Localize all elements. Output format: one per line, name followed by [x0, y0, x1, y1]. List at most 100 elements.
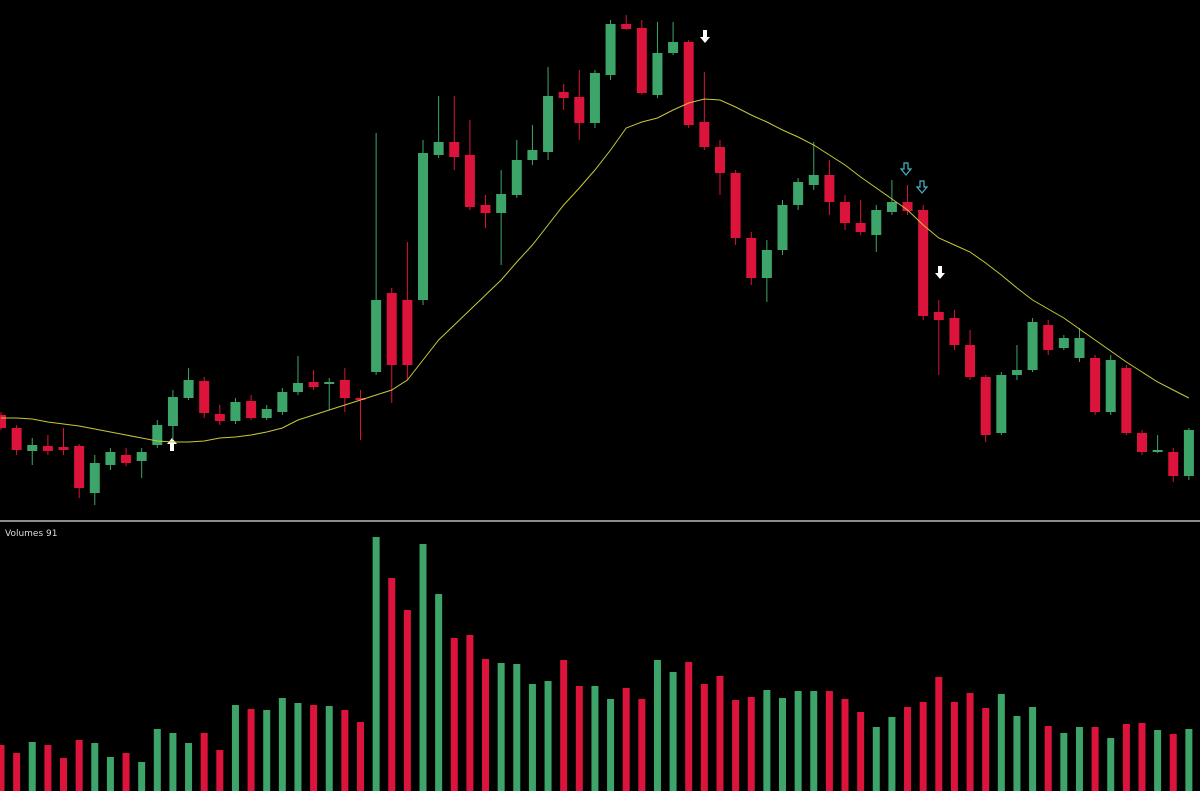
volume-bar [169, 733, 177, 791]
candle-body [89, 463, 100, 493]
volume-bar [950, 702, 958, 791]
volume-bar [1169, 734, 1177, 791]
candle-body [793, 182, 804, 205]
volume-bar [1185, 729, 1193, 791]
volume-bar [247, 709, 255, 791]
candle-body [621, 24, 632, 29]
candle-body [0, 415, 6, 428]
candle-body [58, 447, 69, 450]
candle-body [105, 452, 116, 465]
volume-bar [560, 660, 568, 791]
volume-bar [138, 762, 146, 791]
candle-body [230, 402, 241, 421]
candle-body [652, 53, 663, 95]
buy-arrow [167, 438, 177, 451]
volume-bar [841, 699, 849, 791]
volume-bar [13, 753, 21, 791]
candle-body [636, 28, 647, 93]
candle-body [855, 223, 866, 232]
volume-bar [638, 699, 646, 791]
candle-body [496, 194, 507, 213]
volume-bar [904, 707, 912, 791]
candle-body [1168, 452, 1179, 476]
candle-body [746, 238, 757, 278]
candle-body [699, 122, 710, 147]
volume-bar [91, 743, 99, 791]
volume-bar [872, 727, 880, 791]
candle-body [480, 205, 491, 213]
volume-bar [919, 702, 927, 791]
candle-body [1058, 338, 1069, 348]
signal-arrows [167, 30, 945, 451]
volume-bar [544, 681, 552, 791]
candle-body [152, 425, 163, 445]
candle-body [808, 175, 819, 185]
candle-body [402, 300, 413, 365]
candle-body [777, 205, 788, 250]
volume-bar [44, 745, 52, 791]
volume-bar [1091, 727, 1099, 791]
volume-bar [1154, 730, 1162, 791]
volume-bar [732, 700, 740, 791]
volume-bar [435, 594, 443, 791]
candle-body [1043, 325, 1054, 350]
volume-bar [497, 663, 505, 791]
candle-body [965, 345, 976, 377]
volume-bar [685, 662, 693, 791]
volume-bar [294, 703, 302, 791]
volume-bar [1122, 724, 1130, 791]
volume-bar [982, 708, 990, 791]
candle-body [167, 397, 178, 426]
volume-bar [153, 729, 161, 791]
volume-bar [966, 693, 974, 791]
volume-bar [747, 697, 755, 791]
signal-arrows-hollow [899, 162, 929, 194]
volume-bar [857, 712, 865, 791]
candle-body [339, 380, 350, 398]
volume-bar [1138, 723, 1146, 791]
candle-body [1074, 338, 1085, 358]
volume-bar [75, 740, 83, 791]
volume-bar [575, 686, 583, 791]
volume-bar [1107, 738, 1115, 791]
volume-bar [1029, 707, 1037, 791]
candle-body [183, 380, 194, 398]
volume-bar [997, 694, 1005, 791]
candle-body [1011, 370, 1022, 375]
sell-arrow-hollow [899, 162, 913, 176]
candle-body [1152, 450, 1163, 452]
candle-body [386, 293, 397, 365]
sell-arrow [700, 30, 710, 43]
volume-bar [356, 722, 364, 791]
volume-bar [106, 757, 114, 791]
volume-bar [28, 742, 36, 791]
candle-body [840, 202, 851, 223]
volume-bar [450, 638, 458, 791]
candle-body [761, 250, 772, 278]
candle-body [464, 155, 475, 207]
volume-bar [1075, 727, 1083, 791]
candle-body [668, 42, 679, 53]
candle-body [605, 24, 616, 75]
volume-bar [231, 705, 239, 791]
candle-body [11, 428, 22, 450]
candle-body [199, 381, 210, 413]
volume-bar [935, 677, 943, 791]
moving-average [1, 98, 1190, 443]
candle-body [371, 300, 382, 372]
candle-body [1027, 322, 1038, 370]
candle-body [949, 318, 960, 345]
candle-body [824, 175, 835, 202]
volume-bar [669, 672, 677, 791]
volume-bar [622, 688, 630, 791]
volume-bar [607, 699, 615, 791]
candle-body [324, 382, 335, 384]
candle-body [418, 153, 429, 300]
candle-body [933, 312, 944, 320]
candle-body [714, 147, 725, 173]
candle-body [277, 392, 288, 412]
volume-bar [1013, 716, 1021, 791]
candle-body [886, 202, 897, 212]
candle-body [308, 382, 319, 387]
